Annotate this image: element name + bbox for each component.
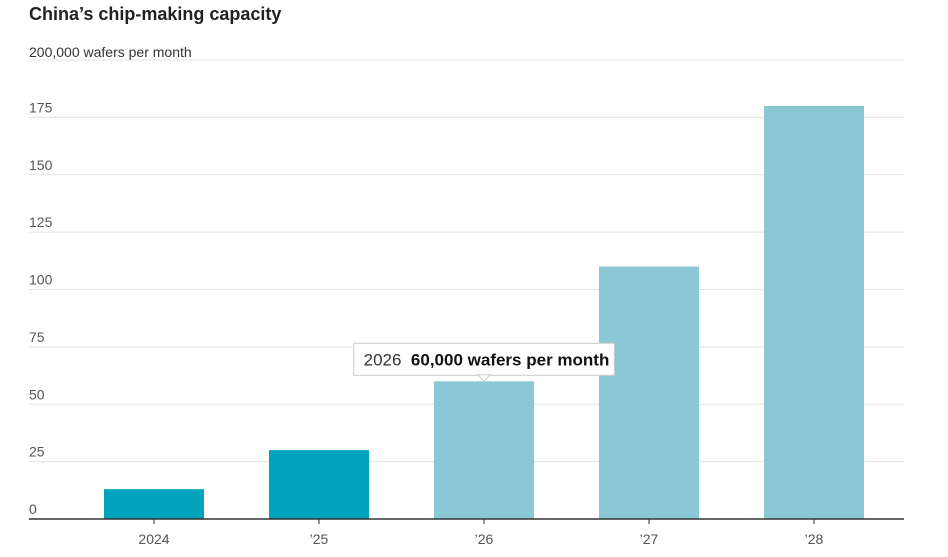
x-axis-ticks: 2024 ’25 ’26 ’27 ’28 (138, 519, 824, 547)
y-tick-label: 125 (29, 214, 53, 230)
x-tick-label: ’27 (640, 531, 659, 547)
y-tick-label: 150 (29, 157, 53, 173)
y-tick-label: 50 (29, 386, 45, 402)
bars[interactable] (104, 105, 864, 520)
x-tick-label: 2024 (138, 531, 169, 547)
unit-label: 200,000 wafers per month (29, 44, 192, 60)
y-tick-label: 175 (29, 99, 53, 115)
bar-1[interactable] (269, 450, 369, 519)
bar-2[interactable] (434, 381, 534, 519)
tooltip-pointer (476, 374, 492, 383)
x-tick-label: ’28 (805, 531, 824, 547)
y-tick-label: 75 (29, 329, 45, 345)
tooltip-box (353, 342, 615, 376)
tooltip-value: 60,000 wafers per month (411, 350, 609, 369)
chart-title: China’s chip-making capacity (29, 4, 282, 24)
bar-3[interactable] (599, 266, 699, 519)
y-axis-ticks: 0 25 50 75 100 125 150 175 (29, 99, 53, 517)
bar-tooltip: 2026 60,000 wafers per month (353, 342, 615, 383)
y-tick-label: 100 (29, 272, 53, 288)
y-tick-label: 25 (29, 444, 45, 460)
tooltip-year: 2026 (364, 350, 402, 369)
bar-4[interactable] (764, 105, 864, 520)
x-tick-label: ’26 (475, 531, 494, 547)
bar-0[interactable] (104, 489, 204, 519)
tooltip-text: 2026 60,000 wafers per month (364, 350, 610, 369)
y-tick-label: 0 (29, 501, 37, 517)
x-tick-label: ’25 (310, 531, 329, 547)
